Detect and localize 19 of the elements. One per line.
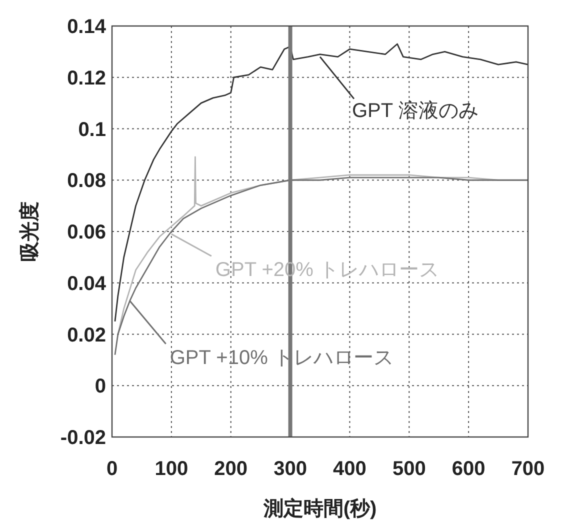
y-tick-label: 0.04 — [67, 272, 107, 295]
x-tick-label: 700 — [511, 458, 545, 480]
x-tick-label: 100 — [154, 458, 188, 480]
y-tick-label: 0.02 — [67, 324, 106, 346]
x-tick-label: 500 — [392, 458, 426, 480]
x-tick-label: 300 — [274, 458, 307, 480]
x-tick-label: 400 — [333, 458, 366, 480]
x-tick-label: 200 — [214, 458, 248, 480]
y-tick-label: 0.12 — [67, 67, 106, 90]
y-tick-label: 0 — [94, 376, 106, 398]
y-tick-label: 0.06 — [67, 222, 106, 244]
y-tick-label: 0.1 — [78, 118, 106, 141]
x-axis-title: 測定時間(秒) — [262, 497, 377, 520]
annotation: GPT 溶液のみ — [352, 100, 478, 122]
y-tick-label: 0.14 — [67, 16, 107, 38]
x-tick-label: 600 — [452, 458, 486, 480]
y-tick-label: 0.08 — [67, 170, 106, 192]
y-tick-label: -0.02 — [60, 427, 106, 449]
y-axis-title: 吸光度 — [18, 202, 41, 262]
